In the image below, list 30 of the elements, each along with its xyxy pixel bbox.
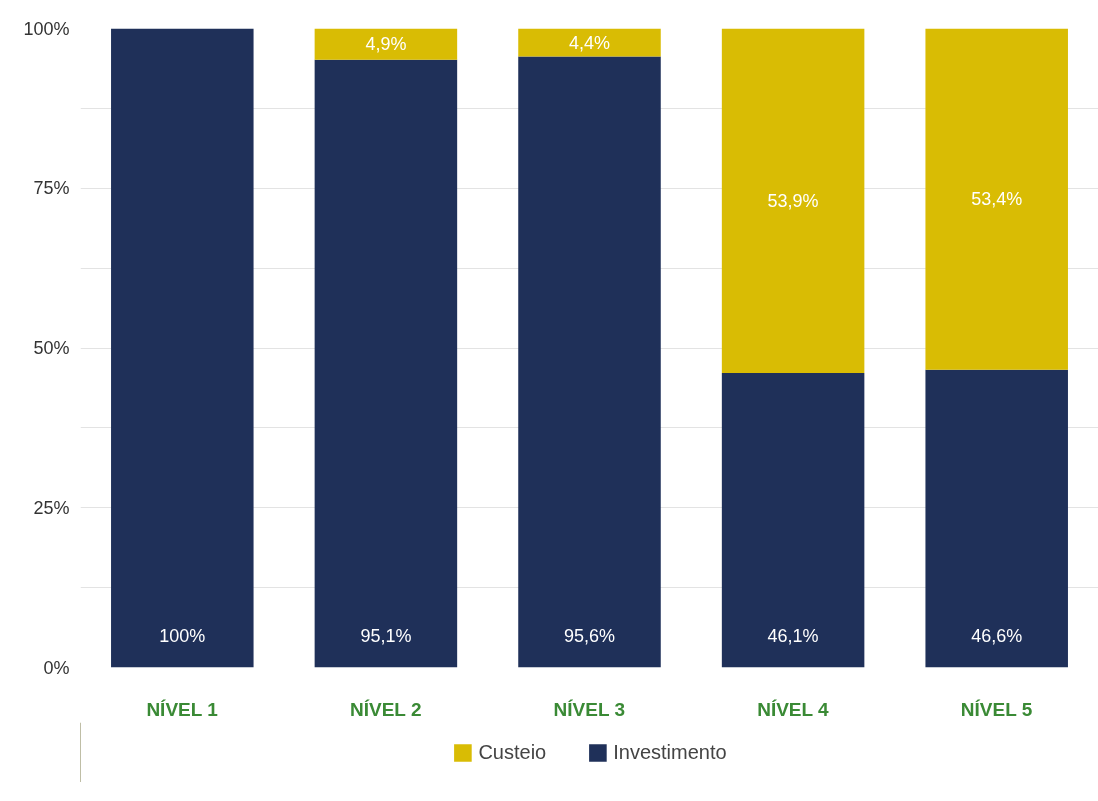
y-tick-label: 100% — [23, 18, 70, 39]
data-label: 53,9% — [767, 190, 819, 211]
bar — [518, 56, 661, 668]
y-tick-label: 75% — [33, 178, 70, 199]
data-label: 46,1% — [767, 625, 819, 646]
bar — [721, 372, 865, 668]
x-tick-label: NÍVEL 2 — [350, 698, 422, 720]
bar — [518, 28, 661, 57]
data-label: 46,6% — [971, 625, 1023, 646]
y-tick-label: 0% — [43, 657, 70, 678]
x-tick-label: NÍVEL 4 — [757, 698, 830, 720]
bar — [314, 28, 458, 60]
data-label: 95,6% — [563, 625, 616, 646]
data-label: 53,4% — [971, 189, 1023, 210]
y-tick-label: 50% — [33, 338, 70, 358]
bar — [111, 28, 254, 668]
data-label: 4,4% — [568, 32, 611, 53]
x-tick-label: NÍVEL 3 — [553, 698, 626, 720]
y-tick-label: 25% — [33, 497, 70, 518]
legend-label: Custeio — [478, 740, 547, 764]
legend-label: Investimento — [613, 740, 727, 764]
bar — [721, 28, 865, 373]
data-label: 4,9% — [365, 34, 407, 55]
bar — [925, 28, 1068, 370]
data-label: 95,1% — [360, 625, 412, 646]
x-tick-label: NÍVEL 1 — [146, 698, 219, 720]
data-label: 100% — [159, 625, 206, 646]
bar — [925, 369, 1068, 668]
x-tick-label: NÍVEL 5 — [960, 698, 1033, 720]
bar — [314, 59, 458, 668]
